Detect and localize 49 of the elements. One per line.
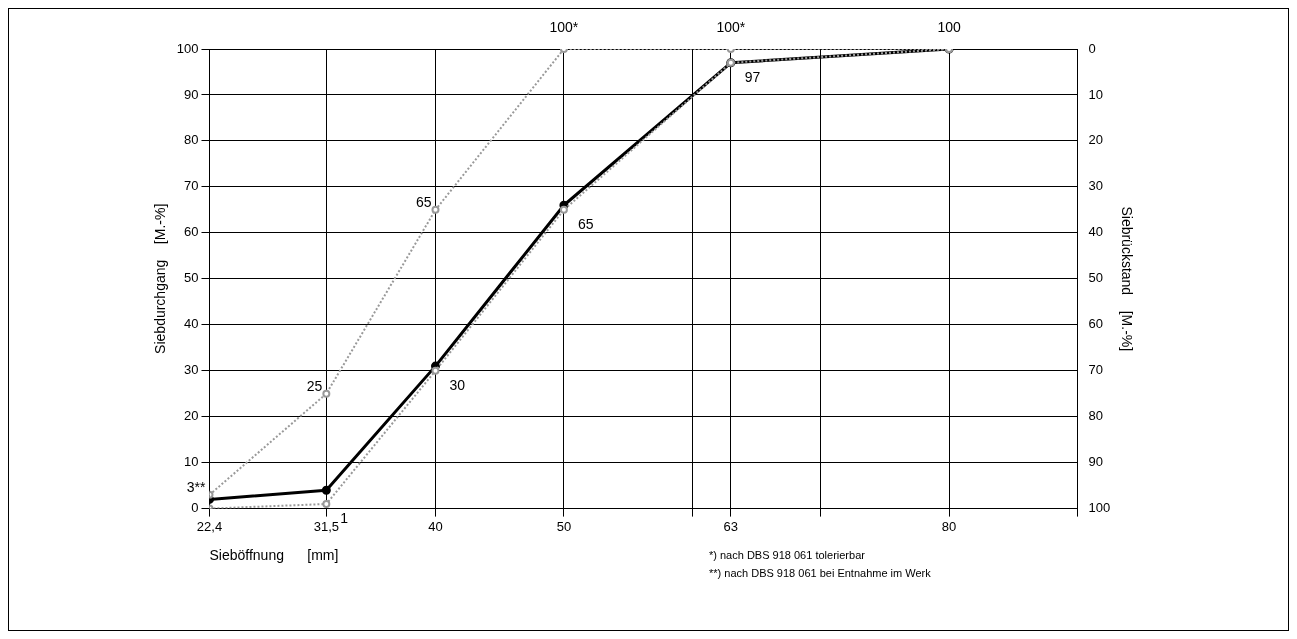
y2-tick-label: 50	[1088, 270, 1103, 286]
data-label: 65	[577, 215, 594, 232]
y2-tick-label: 0	[1088, 40, 1096, 56]
y-tick-label: 40	[184, 316, 199, 332]
text: **) nach DBS 918 061 bei Entnahme im Werk	[709, 566, 931, 581]
point	[321, 485, 331, 495]
y2-tick-label: 20	[1088, 132, 1103, 148]
x-tick-label: 50	[556, 518, 572, 534]
point	[322, 389, 331, 398]
y2-axis-title: Siebrückstand [M.-%]	[1118, 206, 1135, 352]
x-tick-label: 63	[723, 518, 739, 534]
data-label: 65	[415, 193, 432, 210]
y-tick-label: 60	[184, 224, 199, 240]
x-tick-label: 80	[941, 518, 957, 534]
y2-tick-label: 10	[1088, 86, 1103, 102]
point	[431, 366, 440, 375]
x-tick-label: 31,5	[313, 518, 339, 534]
x-tick-label: 22,4	[196, 518, 223, 534]
y-tick-label: 50	[184, 270, 199, 286]
y-tick-label: 100	[176, 40, 199, 56]
y2-tick-label: 60	[1088, 316, 1103, 332]
y2-tick-label: 90	[1088, 454, 1103, 470]
data-label: 100*	[716, 18, 746, 35]
point	[559, 205, 568, 214]
y2-tick-label: 80	[1088, 408, 1103, 424]
y-tick-label: 90	[184, 86, 199, 102]
data-label: 97	[744, 68, 761, 85]
point	[322, 500, 331, 508]
y2-tick-label: 30	[1088, 178, 1103, 194]
x-axis-title: Sieböffnung [mm]	[209, 547, 339, 564]
data-label: 100*	[549, 18, 579, 35]
y2-tick-label: 70	[1088, 362, 1103, 378]
text: *) nach DBS 918 061 tolerierbar	[709, 548, 866, 563]
data-label: 25	[306, 377, 323, 394]
y-tick-label: 80	[184, 132, 199, 148]
y-tick-label: 70	[184, 178, 199, 194]
y-tick-label: 30	[184, 362, 199, 378]
y2-tick-label: 40	[1088, 224, 1103, 240]
y-tick-label: 20	[184, 408, 199, 424]
y-axis-title: Siebdurchgang [M.-%]	[152, 203, 169, 354]
data-label: 1	[340, 509, 349, 526]
point	[431, 205, 440, 214]
y2-tick-label: 100	[1088, 500, 1111, 516]
data-label: 100	[937, 18, 961, 35]
y-tick-label: 0	[191, 500, 199, 516]
data-label: 3**	[186, 478, 207, 495]
y-tick-label: 10	[184, 454, 199, 470]
data-label: 30	[449, 376, 466, 393]
x-tick-label: 40	[428, 518, 443, 534]
